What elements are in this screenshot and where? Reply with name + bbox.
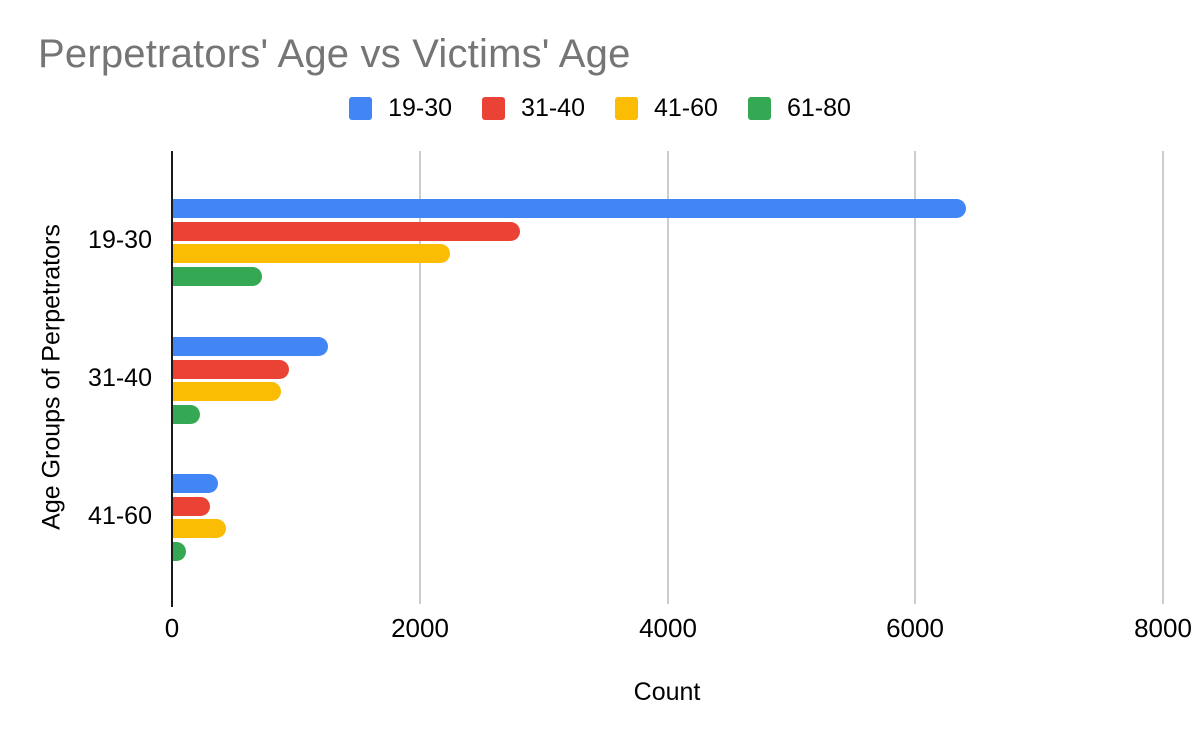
bar-19-30-19-30	[173, 199, 966, 218]
legend-swatch-icon	[747, 97, 771, 120]
bar-41-60-41-60	[173, 519, 226, 538]
gridline	[419, 151, 421, 604]
legend-label: 19-30	[388, 94, 453, 122]
legend-label: 41-60	[654, 94, 718, 122]
y-axis-category-label: 41-60	[88, 502, 152, 530]
plot-area	[171, 151, 1164, 607]
x-axis-tick-label: 4000	[639, 613, 697, 643]
legend-swatch-icon	[349, 97, 373, 120]
legend: 19-30 31-40 41-60 61-80	[0, 94, 1200, 123]
bar-19-30-31-40	[173, 221, 520, 241]
legend-label: 31-40	[521, 94, 585, 122]
x-axis-tick-label: 8000	[1134, 613, 1192, 643]
y-axis-category-label: 19-30	[88, 226, 152, 254]
legend-item: 19-30	[349, 94, 452, 123]
y-axis-baseline	[171, 151, 173, 607]
bar-19-30-41-60	[173, 244, 450, 263]
bar-31-40-41-60	[173, 382, 281, 401]
bar-31-40-61-80	[173, 404, 200, 424]
legend-item: 31-40	[482, 94, 585, 123]
x-axis-tick-label: 6000	[886, 613, 944, 643]
gridline	[914, 151, 916, 604]
bar-31-40-31-40	[173, 359, 289, 379]
y-axis-category-label: 31-40	[88, 364, 152, 392]
x-axis-tick-label: 0	[164, 613, 180, 643]
bar-19-30-61-80	[173, 266, 262, 286]
bar-41-60-19-30	[173, 474, 218, 493]
x-axis-tick-label: 2000	[391, 613, 449, 643]
legend-label: 61-80	[786, 94, 851, 122]
legend-item: 61-80	[747, 94, 851, 123]
chart-title: Perpetrators' Age vs Victims' Age	[38, 32, 631, 76]
gridline	[667, 151, 669, 604]
bar-31-40-19-30	[173, 337, 328, 356]
gridline	[1162, 151, 1164, 604]
legend-swatch-icon	[482, 97, 506, 120]
x-axis-title: Count	[633, 678, 701, 706]
bar-41-60-61-80	[173, 541, 186, 561]
legend-swatch-icon	[615, 97, 638, 120]
y-axis-title: Age Groups of Perpetrators	[37, 224, 66, 530]
legend-item: 41-60	[615, 94, 718, 123]
bar-41-60-31-40	[173, 496, 210, 516]
